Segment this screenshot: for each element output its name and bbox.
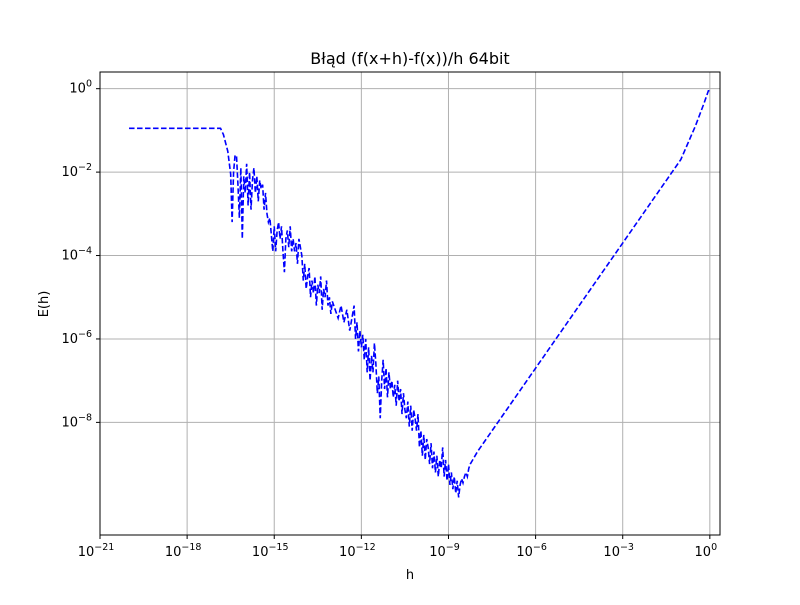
chart-title: Błąd (f(x+h)-f(x))/h 64bit (310, 49, 509, 68)
plot-area (129, 89, 710, 498)
tick-layer: 10−21 10−18 10−15 10−12 10−9 10−6 10−3 100 100 10… (61, 79, 717, 560)
axes-frame (99, 71, 721, 536)
y-tick-label: 100 (69, 79, 92, 97)
x-axis-label: h (406, 568, 414, 583)
x-tick-label: 10−9 (429, 542, 460, 560)
y-tick-label: 10−4 (61, 246, 92, 264)
x-tick-label: 10−6 (516, 542, 547, 560)
y-tick-label: 10−8 (61, 412, 92, 430)
y-tick-label: 10−2 (61, 162, 92, 180)
x-tick-label: 10−21 (78, 542, 115, 560)
y-tick-label: 10−6 (61, 329, 92, 347)
x-tick-label: 10−3 (603, 542, 634, 560)
x-tick-label: 100 (695, 542, 718, 560)
series-line-error (129, 89, 710, 498)
x-tick-label: 10−12 (339, 542, 376, 560)
x-tick-label: 10−15 (252, 542, 289, 560)
x-tick-label: 10−18 (165, 542, 202, 560)
y-axis-label: E(h) (37, 291, 52, 318)
